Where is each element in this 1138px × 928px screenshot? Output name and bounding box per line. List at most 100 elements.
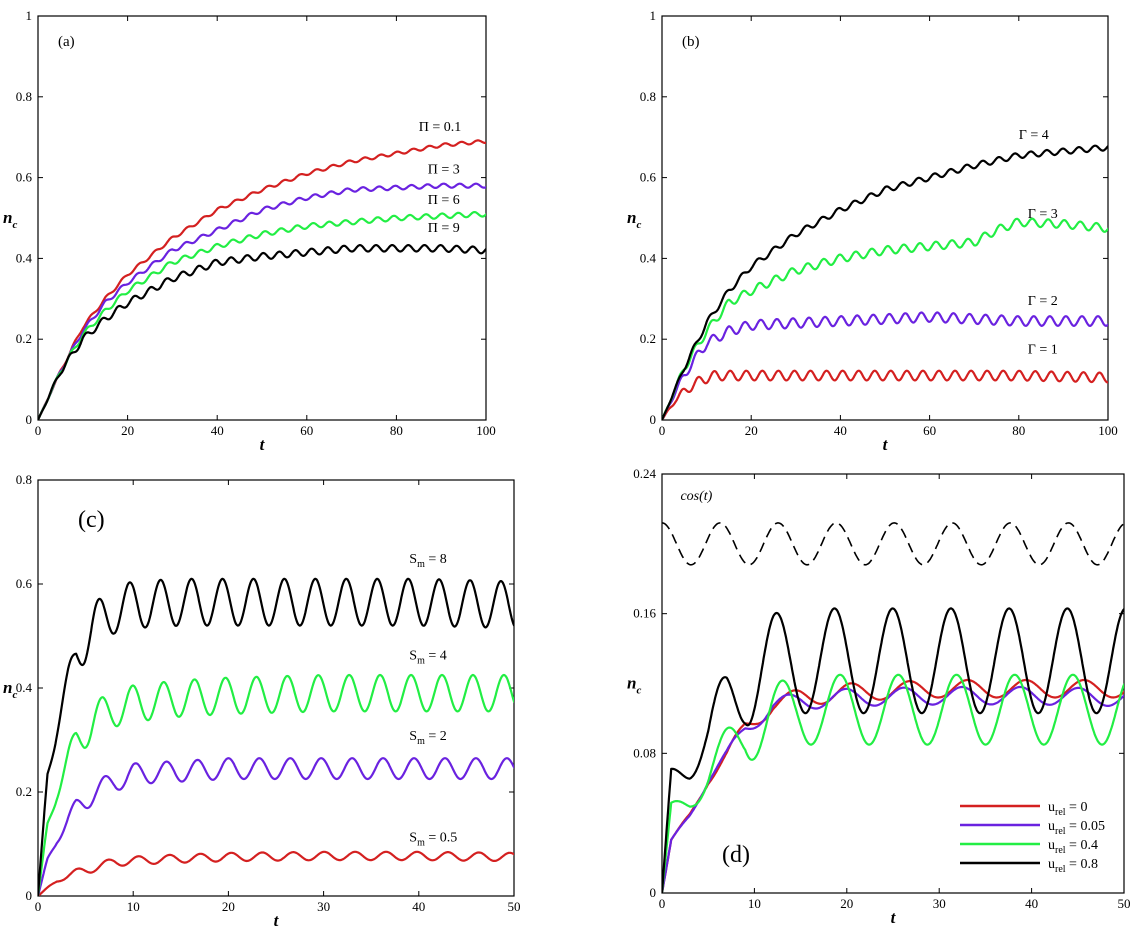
x-axis-label: t [883,435,889,454]
chart-panel-a: 0 20 40 60 80 100 0 0.2 0.4 0.6 0.8 1 t nc (a) Π = 0.1 Π… [3,8,496,454]
x-tick-label: 100 [1098,423,1118,438]
y-tick-label: 0.4 [16,250,33,265]
x-tick-label: 0 [659,896,666,911]
y-tick-label: 0.2 [16,331,32,346]
x-tick-label: 40 [1025,896,1038,911]
y-tick-label: 0.8 [640,89,656,104]
series-annotation-sub: m [417,736,425,747]
chart-panel-b: 0 20 40 60 80 100 0 0.2 0.4 0.6 0.8 1 t nc (b) Γ = 4 Γ =… [627,8,1118,454]
y-axis-label-sub: c [636,219,641,231]
x-tick-label: 50 [508,899,521,914]
panel-label: (a) [58,34,75,50]
series-annotation-base: S [409,830,417,845]
x-tick-label: 0 [35,899,42,914]
x-tick-label: 60 [300,423,313,438]
series-line-0 [38,139,486,420]
panel-label: (c) [78,507,105,533]
legend-label: urel = 0.05 [1048,819,1105,837]
y-tick-label: 0.16 [633,606,656,621]
series-annotation-rest: = 4 [425,648,447,663]
x-tick-label: 0 [659,423,666,438]
x-axis-label: t [274,911,280,928]
y-tick-label: 1 [650,8,657,23]
series-line-3 [662,144,1108,420]
y-tick-label: 0.6 [640,170,657,185]
x-tick-label: 60 [923,423,936,438]
legend-label-sub: rel [1055,864,1066,875]
legend-label-rest: = 0.4 [1066,838,1098,853]
series-line-2 [662,673,1124,893]
plot-frame [37,15,487,421]
x-tick-label: 10 [127,899,140,914]
y-tick-label: 0.2 [16,784,32,799]
series-line-2 [38,673,514,896]
series-annotation-sub: m [417,655,425,666]
y-tick-label: 0.24 [633,466,656,481]
y-axis-label-sub: c [12,219,17,231]
series-annotation-sub: m [417,837,425,848]
series-line-3 [662,607,1124,893]
series-annotation-base: S [409,648,417,663]
y-tick-label: 0 [650,412,657,427]
series-line-3 [38,244,486,420]
y-tick-label: 1 [26,8,33,23]
x-tick-label: 20 [121,423,134,438]
y-tick-label: 0.4 [16,680,33,695]
x-tick-label: 20 [745,423,758,438]
series-annotation-base: S [409,729,417,744]
x-tick-label: 20 [222,899,235,914]
y-tick-label: 0 [650,885,657,900]
legend-label-rest: = 0 [1066,800,1088,815]
series-annotation: Γ = 2 [1028,294,1058,309]
y-tick-label: 0 [26,412,33,427]
x-tick-label: 40 [211,423,224,438]
y-axis-label-sub: c [12,689,17,701]
series-annotation-base: S [409,552,417,567]
series-annotation-rest: = 0.5 [425,830,457,845]
series-annotation-sub: m [417,559,425,570]
y-axis-label: nc [3,678,17,701]
legend-label-rest: = 0.05 [1066,819,1105,834]
x-tick-label: 80 [390,423,403,438]
y-axis-label: nc [3,208,17,231]
x-tick-label: 50 [1118,896,1131,911]
series-line-cos-t [662,522,1124,566]
x-tick-label: 80 [1012,423,1025,438]
legend-label: urel = 0 [1048,800,1087,818]
series-annotation: Sm = 4 [409,648,446,666]
series-annotation: Sm = 0.5 [409,830,457,848]
series-line-1 [662,685,1124,893]
y-axis-label-base: n [627,674,636,693]
x-tick-label: 30 [317,899,330,914]
series-annotation: Γ = 1 [1028,342,1058,357]
series-line-1 [38,757,514,896]
series-line-0 [662,369,1108,420]
y-axis-label: nc [627,208,641,231]
legend-label: urel = 0.8 [1048,857,1098,875]
x-tick-label: 30 [933,896,946,911]
series-line-2 [38,211,486,420]
series-annotation: Sm = 8 [409,552,446,570]
legend-label-base: u [1048,838,1055,853]
panel-label: (d) [722,842,750,868]
x-tick-label: 40 [834,423,847,438]
x-tick-label: 10 [748,896,761,911]
chart-panel-d: 0 10 20 30 40 5000.080.160.24tnc(d)cos(t)urel… [627,466,1131,927]
y-axis-label-base: n [3,678,12,697]
series-line-1 [38,182,486,420]
series-annotation: Γ = 3 [1028,207,1058,222]
x-axis-label: t [260,435,266,454]
legend-label-sub: rel [1055,845,1066,856]
y-axis-label-base: n [627,208,636,227]
series-annotation-rest: = 8 [425,552,447,567]
x-axis-label: t [891,908,897,927]
legend-label-base: u [1048,819,1055,834]
legend-label-base: u [1048,857,1055,872]
panel-label: (b) [682,34,700,50]
series-annotation: Π = 0.1 [419,120,462,135]
y-tick-label: 0.2 [640,331,656,346]
series-line-3 [38,577,514,896]
x-tick-label: 0 [35,423,42,438]
